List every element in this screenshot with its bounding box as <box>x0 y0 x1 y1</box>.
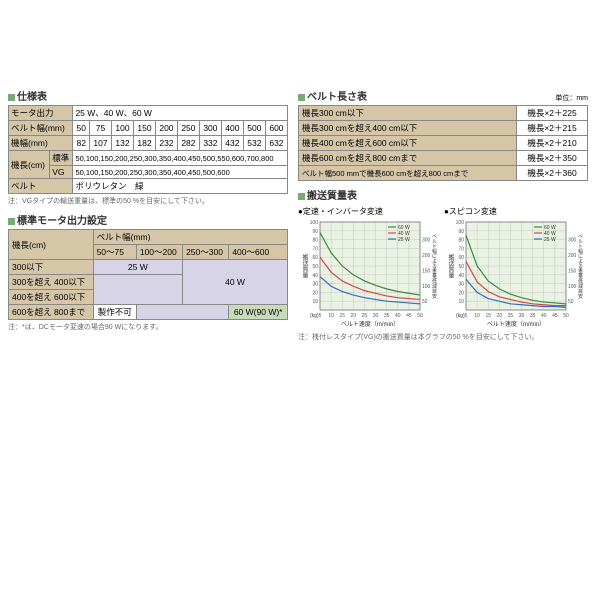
chart-svg-2: 10 20 30 40 50 60 70 80 90 100 5 10 15 20 25 30 35 40 45 50… <box>444 218 584 328</box>
svg-text:ベルト幅による重量低減目安: ベルト幅による重量低減目安 <box>431 234 437 300</box>
svg-text:35: 35 <box>530 313 536 319</box>
svg-text:200: 200 <box>568 253 577 259</box>
svg-text:15: 15 <box>485 313 491 319</box>
spec-note: 注：VGタイプの輸送重量は、標準の50 %を目安にして下さい。 <box>8 196 288 206</box>
svg-text:ベルト速度（m/min）: ベルト速度（m/min） <box>487 320 545 328</box>
svg-text:搬送質量: 搬送質量 <box>447 253 454 279</box>
svg-text:ベルト幅による重量低減目安: ベルト幅による重量低減目安 <box>577 234 583 300</box>
svg-text:30: 30 <box>312 282 318 288</box>
svg-text:30: 30 <box>458 282 464 288</box>
svg-text:5: 5 <box>465 313 468 319</box>
svg-text:80: 80 <box>458 238 464 244</box>
svg-text:30: 30 <box>519 313 525 319</box>
svg-text:40: 40 <box>458 273 464 279</box>
svg-text:ベルト速度（m/min）: ベルト速度（m/min） <box>341 320 399 328</box>
svg-text:10: 10 <box>312 299 318 305</box>
svg-text:40: 40 <box>395 313 401 319</box>
svg-text:45: 45 <box>552 313 558 319</box>
bullet-icon <box>8 94 15 101</box>
bullet-icon <box>298 193 305 200</box>
svg-text:10: 10 <box>474 313 480 319</box>
svg-text:10: 10 <box>328 313 334 319</box>
svg-text:100: 100 <box>568 284 577 290</box>
spec-table: モータ出力25 W、40 W、60 W ベルト幅(mm) 50751001502… <box>8 105 288 194</box>
chart-2: ●スピコン変速 10203040506070809010051015202530… <box>444 206 584 330</box>
charts-note: 注：桟付レスタイプ(VG)の搬送質量は本グラフの50 %を目安にして下さい。 <box>298 332 588 342</box>
spec-title: 仕様表 <box>8 88 288 103</box>
svg-text:45: 45 <box>406 313 412 319</box>
charts-title: 搬送質量表 <box>298 187 588 202</box>
svg-text:(kg): (kg) <box>310 313 319 319</box>
svg-text:80: 80 <box>312 238 318 244</box>
svg-text:搬送質量: 搬送質量 <box>301 253 308 279</box>
svg-text:40: 40 <box>312 273 318 279</box>
svg-text:25: 25 <box>508 313 514 319</box>
svg-text:10: 10 <box>458 299 464 305</box>
svg-text:70: 70 <box>458 246 464 252</box>
svg-text:50: 50 <box>417 313 423 319</box>
svg-text:40: 40 <box>541 313 547 319</box>
svg-text:15: 15 <box>339 313 345 319</box>
svg-text:50: 50 <box>312 264 318 270</box>
belt-title: ベルト長さ表 <box>298 88 367 103</box>
svg-text:25 W: 25 W <box>398 237 410 243</box>
svg-text:20: 20 <box>458 290 464 296</box>
svg-text:25 W: 25 W <box>544 237 556 243</box>
svg-text:150: 150 <box>422 268 431 274</box>
svg-text:50: 50 <box>422 299 428 305</box>
svg-text:100: 100 <box>456 220 465 226</box>
belt-unit: 単位：mm <box>555 93 588 103</box>
motor-table: 機長(cm) ベルト幅(mm) 50～75 100～200 250～300 40… <box>8 229 288 320</box>
svg-text:35: 35 <box>384 313 390 319</box>
svg-text:(kg): (kg) <box>456 313 465 319</box>
bullet-icon <box>298 94 305 101</box>
svg-text:50: 50 <box>563 313 569 319</box>
svg-text:300: 300 <box>422 238 431 244</box>
bullet-icon <box>8 218 15 225</box>
svg-text:90: 90 <box>312 229 318 235</box>
belt-table: 機長300 cm以下機長×2＋225 機長300 cmを超え400 cm以下機長… <box>298 105 588 181</box>
svg-text:300: 300 <box>568 238 577 244</box>
svg-text:5: 5 <box>319 313 322 319</box>
svg-text:70: 70 <box>312 246 318 252</box>
charts-container: ●定速・インバータ変速 1020304050607080901005101520… <box>298 206 588 330</box>
svg-text:20: 20 <box>497 313 503 319</box>
svg-text:50: 50 <box>568 299 574 305</box>
svg-text:30: 30 <box>373 313 379 319</box>
motor-title: 標準モータ出力設定 <box>8 212 288 227</box>
svg-text:200: 200 <box>422 253 431 259</box>
chart-svg-1: 10 20 30 40 50 60 70 80 90 100 5 10 15 20 25 30 35 40 45 50… <box>298 218 438 328</box>
svg-text:60: 60 <box>312 255 318 261</box>
svg-text:60: 60 <box>458 255 464 261</box>
svg-text:20: 20 <box>312 290 318 296</box>
svg-text:90: 90 <box>458 229 464 235</box>
svg-text:150: 150 <box>568 268 577 274</box>
svg-text:100: 100 <box>422 284 431 290</box>
svg-text:20: 20 <box>351 313 357 319</box>
motor-note: 注：*は、DCモータ変速の場合90 Wになります。 <box>8 322 288 332</box>
chart-1: ●定速・インバータ変速 1020304050607080901005101520… <box>298 206 438 330</box>
svg-text:50: 50 <box>458 264 464 270</box>
svg-text:100: 100 <box>310 220 319 226</box>
svg-text:25: 25 <box>362 313 368 319</box>
